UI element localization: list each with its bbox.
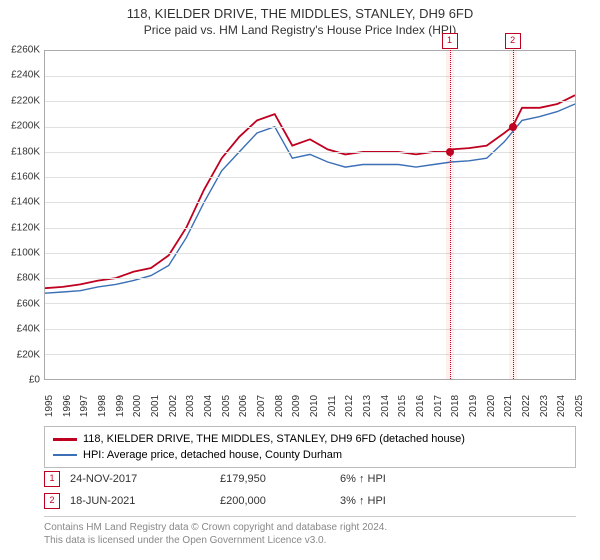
x-tick-label: 2005 <box>221 395 232 417</box>
legend-swatch-1 <box>53 438 77 441</box>
footer: Contains HM Land Registry data © Crown c… <box>44 516 576 547</box>
y-tick-label: £40K <box>17 324 40 335</box>
transaction-price: £179,950 <box>220 473 340 485</box>
footer-line-2: This data is licensed under the Open Gov… <box>44 534 576 547</box>
x-tick-label: 2025 <box>574 395 585 417</box>
x-tick-label: 2013 <box>362 395 373 417</box>
y-tick-label: £180K <box>11 146 40 157</box>
marker-badge: 1 <box>442 33 458 49</box>
transaction-delta: 3% ↑ HPI <box>340 495 440 507</box>
x-tick-label: 1999 <box>115 395 126 417</box>
y-tick-label: £220K <box>11 95 40 106</box>
transaction-badge: 2 <box>44 493 60 509</box>
legend-label-1: 118, KIELDER DRIVE, THE MIDDLES, STANLEY… <box>83 433 465 445</box>
y-tick-label: £200K <box>11 121 40 132</box>
x-tick-label: 2010 <box>309 395 320 417</box>
title-block: 118, KIELDER DRIVE, THE MIDDLES, STANLEY… <box>0 0 600 37</box>
x-tick-label: 2012 <box>344 395 355 417</box>
x-tick-label: 2014 <box>380 395 391 417</box>
y-tick-label: £80K <box>17 273 40 284</box>
x-tick-label: 2003 <box>185 395 196 417</box>
y-tick-label: £20K <box>17 349 40 360</box>
x-tick-label: 2024 <box>556 395 567 417</box>
x-axis: 1995 1996 1997 1998 1999 2000 2001 2002 2003 2004… <box>44 382 576 422</box>
y-tick-label: £60K <box>17 298 40 309</box>
x-tick-label: 2019 <box>468 395 479 417</box>
plot-area: 12 <box>44 50 576 380</box>
x-tick-label: 2016 <box>415 395 426 417</box>
y-tick-label: £260K <box>11 45 40 56</box>
x-tick-label: 2007 <box>256 395 267 417</box>
y-tick-label: £240K <box>11 70 40 81</box>
x-tick-label: 1995 <box>44 395 55 417</box>
transaction-date: 18-JUN-2021 <box>70 495 220 507</box>
transaction-badge: 1 <box>44 471 60 487</box>
x-tick-label: 2009 <box>291 395 302 417</box>
legend-row-2: HPI: Average price, detached house, Coun… <box>53 447 567 463</box>
x-tick-label: 2002 <box>168 395 179 417</box>
transaction-row: 2 18-JUN-2021£200,0003% ↑ HPI <box>44 490 576 512</box>
transaction-date: 24-NOV-2017 <box>70 473 220 485</box>
series-line <box>45 95 575 288</box>
address-title: 118, KIELDER DRIVE, THE MIDDLES, STANLEY… <box>0 6 600 21</box>
x-tick-label: 2006 <box>238 395 249 417</box>
x-tick-label: 2000 <box>132 395 143 417</box>
y-tick-label: £160K <box>11 171 40 182</box>
x-tick-label: 2022 <box>521 395 532 417</box>
x-tick-label: 2011 <box>327 395 338 417</box>
y-axis: £0£20K£40K£60K£80K£100K£120K£140K£160K£1… <box>0 50 42 380</box>
footer-line-1: Contains HM Land Registry data © Crown c… <box>44 521 576 534</box>
transaction-price: £200,000 <box>220 495 340 507</box>
x-tick-label: 2004 <box>203 395 214 417</box>
plot-svg <box>45 51 575 379</box>
x-tick-label: 2023 <box>539 395 550 417</box>
x-tick-label: 1997 <box>79 395 90 417</box>
legend-label-2: HPI: Average price, detached house, Coun… <box>83 449 342 461</box>
series-line <box>45 104 575 293</box>
transaction-list: 1 24-NOV-2017£179,9506% ↑ HPI 2 18-JUN-2021… <box>44 468 576 512</box>
legend-row-1: 118, KIELDER DRIVE, THE MIDDLES, STANLEY… <box>53 431 567 447</box>
x-tick-label: 2020 <box>486 395 497 417</box>
transaction-delta: 6% ↑ HPI <box>340 473 440 485</box>
marker-badge: 2 <box>505 33 521 49</box>
x-tick-label: 2018 <box>450 395 461 417</box>
chart-container: 118, KIELDER DRIVE, THE MIDDLES, STANLEY… <box>0 0 600 560</box>
x-tick-label: 2001 <box>150 395 161 417</box>
x-tick-label: 1998 <box>97 395 108 417</box>
x-tick-label: 2008 <box>274 395 285 417</box>
legend-swatch-2 <box>53 454 77 456</box>
x-tick-label: 2015 <box>397 395 408 417</box>
x-tick-label: 1996 <box>62 395 73 417</box>
transaction-row: 1 24-NOV-2017£179,9506% ↑ HPI <box>44 468 576 490</box>
y-tick-label: £100K <box>11 248 40 259</box>
y-tick-label: £120K <box>11 222 40 233</box>
legend: 118, KIELDER DRIVE, THE MIDDLES, STANLEY… <box>44 426 576 468</box>
x-tick-label: 2017 <box>433 395 444 417</box>
x-tick-label: 2021 <box>503 395 514 417</box>
y-tick-label: £140K <box>11 197 40 208</box>
y-tick-label: £0 <box>29 375 40 386</box>
